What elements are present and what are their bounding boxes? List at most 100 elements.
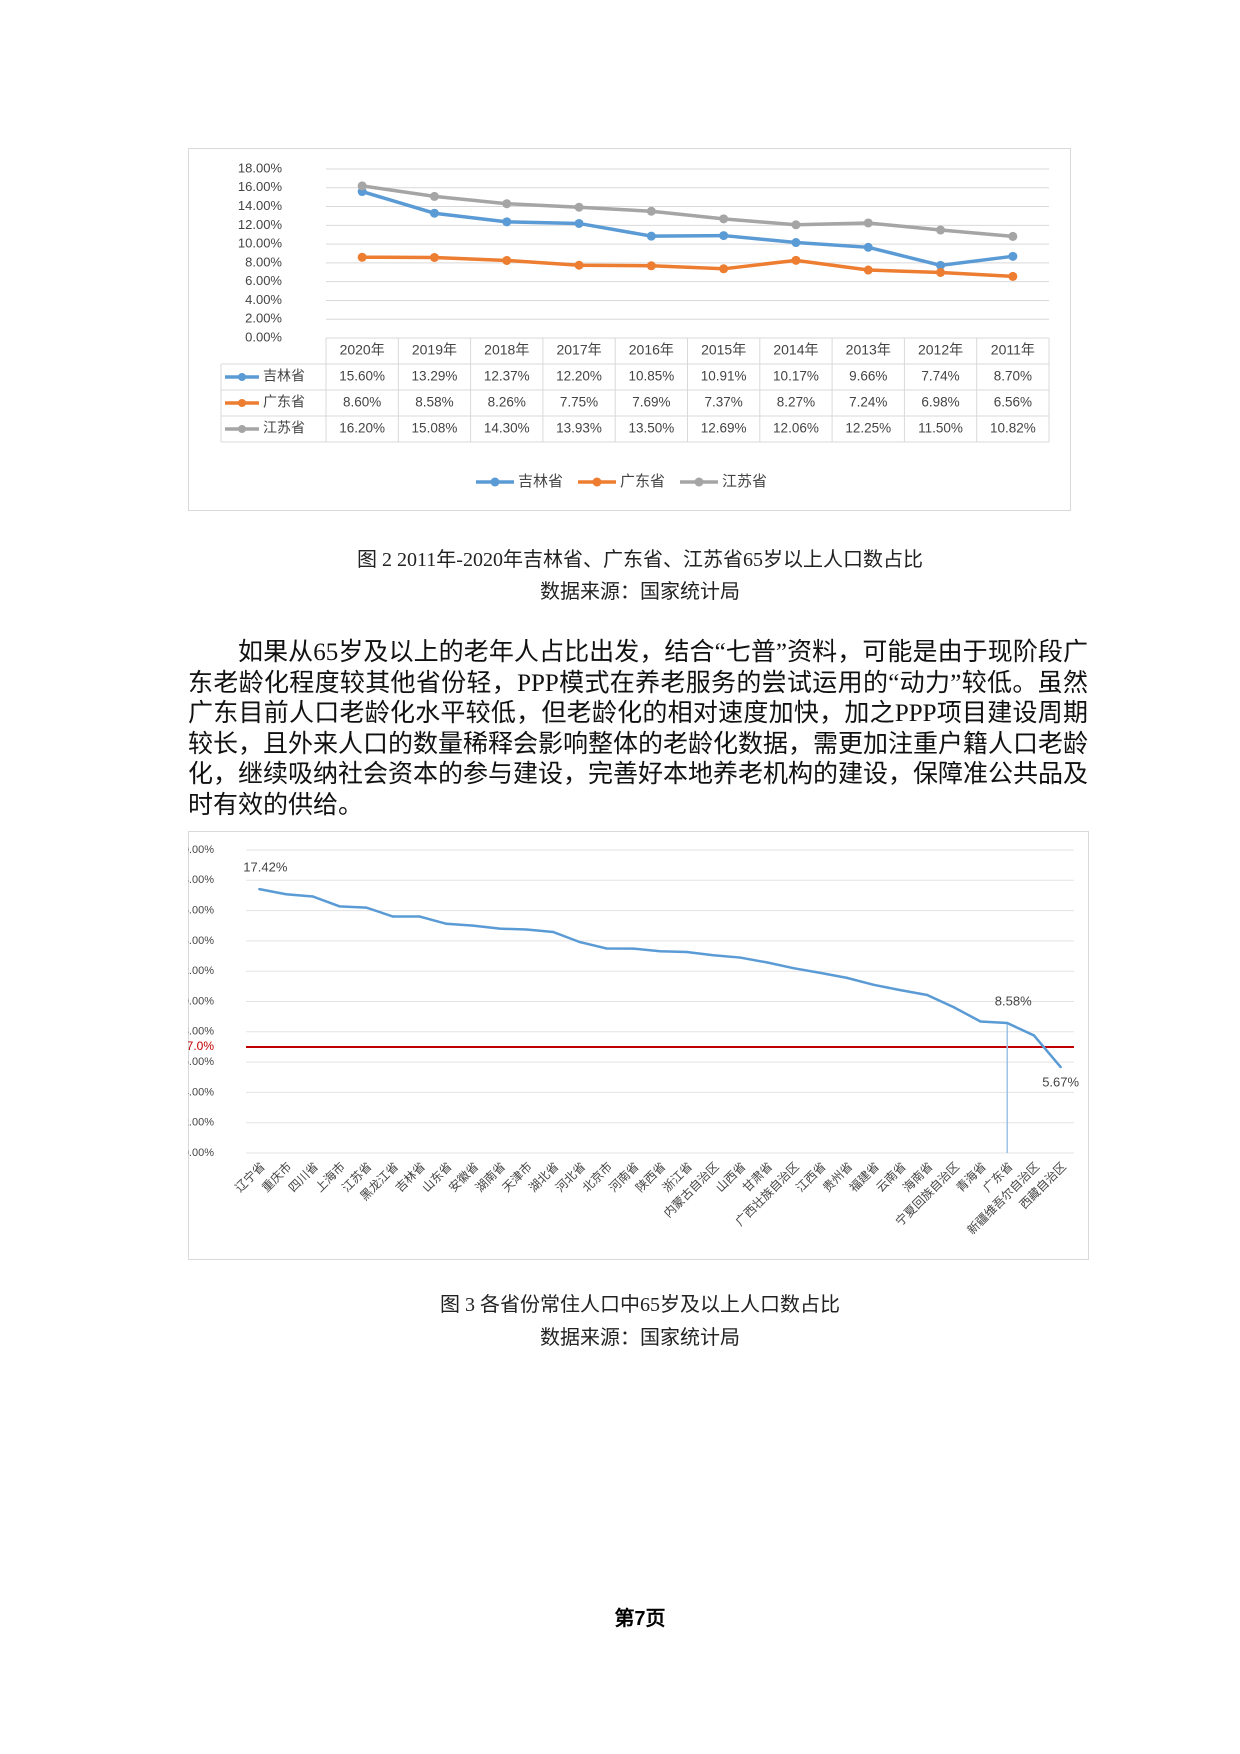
y-tick-label: 8.00% [245, 254, 282, 269]
point [418, 915, 421, 918]
point [1008, 251, 1018, 261]
point [498, 927, 501, 930]
table-value: 12.06% [773, 421, 819, 436]
point [471, 924, 475, 927]
point [936, 260, 946, 270]
data-label: 8.58% [995, 993, 1032, 1008]
y-tick-label: 8.00% [188, 1026, 214, 1038]
point [429, 208, 439, 218]
point [658, 950, 662, 953]
table-value: 7.75% [560, 395, 598, 410]
table-key [238, 373, 246, 381]
point [863, 265, 873, 275]
y-tick-label: 2.00% [245, 311, 282, 326]
point [357, 252, 367, 262]
figure-source: 数据来源：国家统计局 [540, 581, 740, 603]
point [429, 191, 439, 201]
point [357, 181, 367, 191]
body-paragraph: 如果从65岁及以上的老年人占比出发，结合“七普”资料，可能是由于现阶段广东老龄化… [188, 639, 1089, 819]
y-tick-label: 14.00% [238, 198, 283, 213]
y-tick-label: 0.00% [245, 329, 282, 344]
point [338, 905, 341, 908]
table-value: 8.60% [343, 395, 381, 410]
y-tick-label: 16.00% [238, 179, 283, 194]
table-value: 8.70% [994, 369, 1032, 384]
table-value: 9.66% [849, 369, 887, 384]
point [429, 252, 439, 262]
table-value: 10.91% [701, 369, 747, 384]
table-key [238, 399, 246, 407]
point [502, 255, 512, 265]
point [791, 255, 801, 265]
chart-frame [188, 148, 1071, 511]
point [1032, 1034, 1036, 1037]
table-value: 14.30% [484, 421, 530, 436]
series-line [361, 189, 1014, 268]
table-value: 15.08% [412, 421, 458, 436]
point [258, 887, 261, 891]
page-number: 第7页 [614, 1608, 666, 1630]
point [364, 906, 368, 909]
point [574, 260, 584, 270]
y-tick-label: 20.00% [188, 844, 214, 856]
point [646, 231, 656, 241]
point [578, 940, 582, 944]
chart-2: 0.00% 2.00% 4.00% 6.00% 8.00% 10.00% 12.00% 14.… [188, 831, 1089, 1260]
table-header: 2014年 [773, 342, 818, 358]
table-header: 2015年 [701, 342, 746, 358]
point [1059, 1065, 1062, 1069]
table-header: 2019年 [412, 342, 457, 358]
point [863, 242, 873, 252]
table-value: 13.50% [628, 421, 674, 436]
table-series-name: 吉林省 [263, 368, 305, 384]
table-value: 12.37% [484, 369, 530, 384]
y-tick-label: 18.00% [238, 160, 283, 175]
table-value: 7.69% [632, 395, 670, 410]
table-header: 2017年 [556, 342, 601, 358]
point [646, 206, 656, 216]
table-value: 8.27% [777, 395, 815, 410]
y-tick-label: 4.00% [245, 292, 282, 307]
table-value: 8.58% [415, 395, 453, 410]
y-tick-label: 18.00% [188, 874, 214, 886]
legend-label: 广东省 [620, 473, 665, 490]
y-tick-label: 12.00% [188, 965, 214, 977]
point [719, 231, 729, 241]
y-tick-label: 10.00% [238, 236, 283, 251]
table-value: 13.93% [556, 421, 602, 436]
series-line [361, 184, 1014, 239]
figure-caption: 图 2 2011年-2020年吉林省、广东省、江苏省65岁以上人口数占比 [357, 549, 923, 571]
table-value: 12.69% [701, 421, 747, 436]
table-value: 11.50% [918, 421, 963, 436]
legend-key [592, 477, 602, 487]
legend-label: 吉林省 [518, 473, 563, 490]
point [719, 214, 729, 224]
table-value: 12.25% [845, 421, 891, 436]
point [712, 954, 715, 957]
figure-source: 数据来源：国家统计局 [540, 1327, 740, 1349]
y-tick-label: 16.00% [188, 905, 214, 917]
chart-frame [188, 831, 1089, 1260]
data-label: 17.42% [243, 860, 288, 875]
point [936, 225, 946, 235]
point [979, 1020, 982, 1023]
point [502, 217, 512, 227]
point [819, 971, 822, 975]
table-header: 2013年 [846, 342, 891, 358]
y-tick-label: 14.00% [188, 935, 214, 947]
point [311, 895, 314, 898]
table-key [238, 425, 246, 433]
table-header: 2018年 [484, 342, 529, 358]
table-value: 7.74% [921, 369, 959, 384]
legend-key [694, 477, 704, 487]
legend-label: 江苏省 [722, 473, 767, 490]
point [574, 202, 584, 212]
point [1008, 271, 1018, 281]
series-line [362, 255, 1013, 279]
table-value: 6.56% [994, 395, 1032, 410]
point [284, 893, 288, 896]
point [792, 966, 795, 970]
point [525, 928, 528, 931]
y-tick-label: 2.00% [188, 1117, 214, 1129]
